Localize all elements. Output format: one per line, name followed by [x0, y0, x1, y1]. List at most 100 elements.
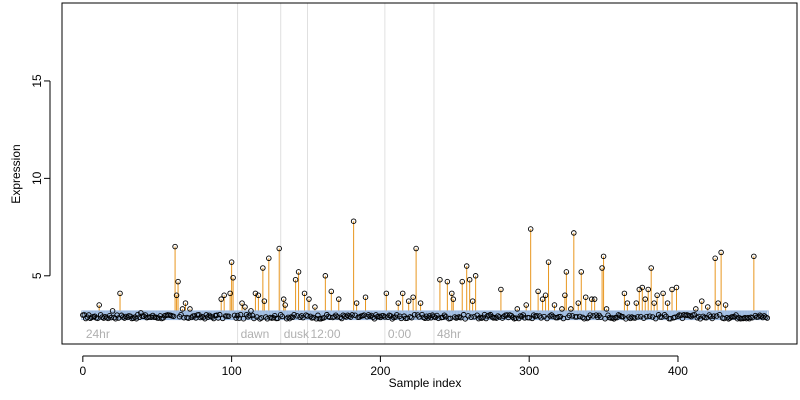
data-point — [746, 315, 753, 322]
data-point — [444, 278, 451, 285]
data-point — [121, 315, 128, 321]
data-point — [172, 243, 178, 250]
data-point — [472, 273, 479, 279]
data-point — [260, 265, 266, 271]
data-point — [559, 306, 565, 312]
data-point — [751, 253, 757, 260]
data-point — [499, 315, 506, 321]
segment-label: 48hr — [437, 327, 461, 341]
data-point — [335, 296, 342, 302]
data-point — [545, 259, 552, 265]
data-point — [138, 310, 144, 316]
data-point — [469, 298, 476, 304]
data-point — [691, 311, 698, 318]
data-point — [228, 259, 235, 265]
data-point — [542, 292, 549, 299]
data-point — [648, 265, 654, 271]
data-point — [282, 302, 288, 308]
data-point — [272, 312, 278, 319]
data-point — [654, 292, 660, 299]
data-point — [603, 306, 610, 312]
data-point — [669, 286, 675, 293]
data-point — [563, 269, 570, 275]
plot-frame — [61, 2, 798, 345]
y-tick-label: 5 — [30, 272, 44, 279]
data-point — [234, 312, 241, 319]
data-point — [434, 312, 440, 319]
data-point — [672, 314, 678, 320]
data-point — [175, 278, 181, 285]
data-point — [411, 311, 418, 318]
data-point — [315, 312, 321, 319]
data-point — [179, 306, 186, 312]
data-point — [513, 315, 519, 321]
data-point — [638, 313, 644, 320]
data-point — [237, 311, 244, 318]
x-tick-label: 300 — [519, 364, 539, 378]
data-point — [600, 253, 607, 260]
y-axis-title: Expression — [9, 144, 23, 203]
data-point — [310, 314, 317, 321]
data-point — [675, 313, 681, 319]
data-point — [227, 290, 233, 297]
data-point — [173, 292, 180, 299]
data-point — [353, 300, 360, 306]
data-point — [117, 290, 123, 297]
data-point — [394, 312, 400, 318]
x-tick-label: 0 — [79, 364, 86, 378]
data-point — [643, 313, 650, 320]
data-point — [297, 314, 303, 320]
data-point — [230, 274, 236, 281]
data-point — [105, 315, 111, 322]
data-point — [225, 313, 232, 319]
data-point — [661, 312, 668, 318]
data-point — [582, 294, 589, 300]
data-point — [206, 312, 213, 319]
data-point — [266, 255, 272, 262]
data-point — [566, 312, 573, 319]
y-tick-label: 10 — [30, 171, 44, 185]
x-axis-title: Sample index — [389, 376, 462, 390]
data-point — [495, 313, 501, 319]
data-point — [312, 304, 318, 310]
data-point — [465, 313, 471, 319]
data-point — [649, 314, 656, 320]
segment-label: dawn — [241, 327, 270, 341]
data-point — [632, 315, 638, 321]
data-point — [109, 308, 116, 314]
data-point — [279, 313, 285, 320]
data-point — [216, 311, 223, 318]
data-point — [535, 288, 541, 295]
data-point — [334, 314, 341, 320]
data-point — [530, 312, 537, 318]
data-point — [538, 315, 544, 321]
data-point — [182, 300, 189, 306]
data-point — [362, 294, 369, 300]
data-point — [331, 314, 338, 320]
segment-label: 0:00 — [388, 327, 412, 341]
data-point — [715, 300, 721, 306]
data-point — [239, 300, 245, 306]
data-point — [450, 296, 457, 302]
data-point — [660, 290, 666, 297]
data-point — [548, 312, 555, 318]
data-point — [716, 311, 723, 318]
data-point — [280, 296, 287, 302]
data-point — [639, 284, 646, 291]
data-point — [255, 292, 262, 299]
data-point — [551, 302, 558, 308]
data-point — [624, 300, 631, 306]
y-tick-label: 15 — [30, 74, 44, 88]
data-point — [508, 312, 515, 319]
data-point — [349, 312, 355, 318]
data-point — [588, 296, 595, 302]
data-point — [533, 312, 540, 319]
data-point — [571, 230, 577, 236]
data-point — [693, 306, 699, 312]
data-point — [471, 313, 477, 320]
data-point — [213, 312, 220, 318]
data-point — [417, 300, 424, 306]
data-point — [322, 273, 329, 279]
data-point — [498, 286, 504, 293]
data-point — [383, 290, 390, 297]
